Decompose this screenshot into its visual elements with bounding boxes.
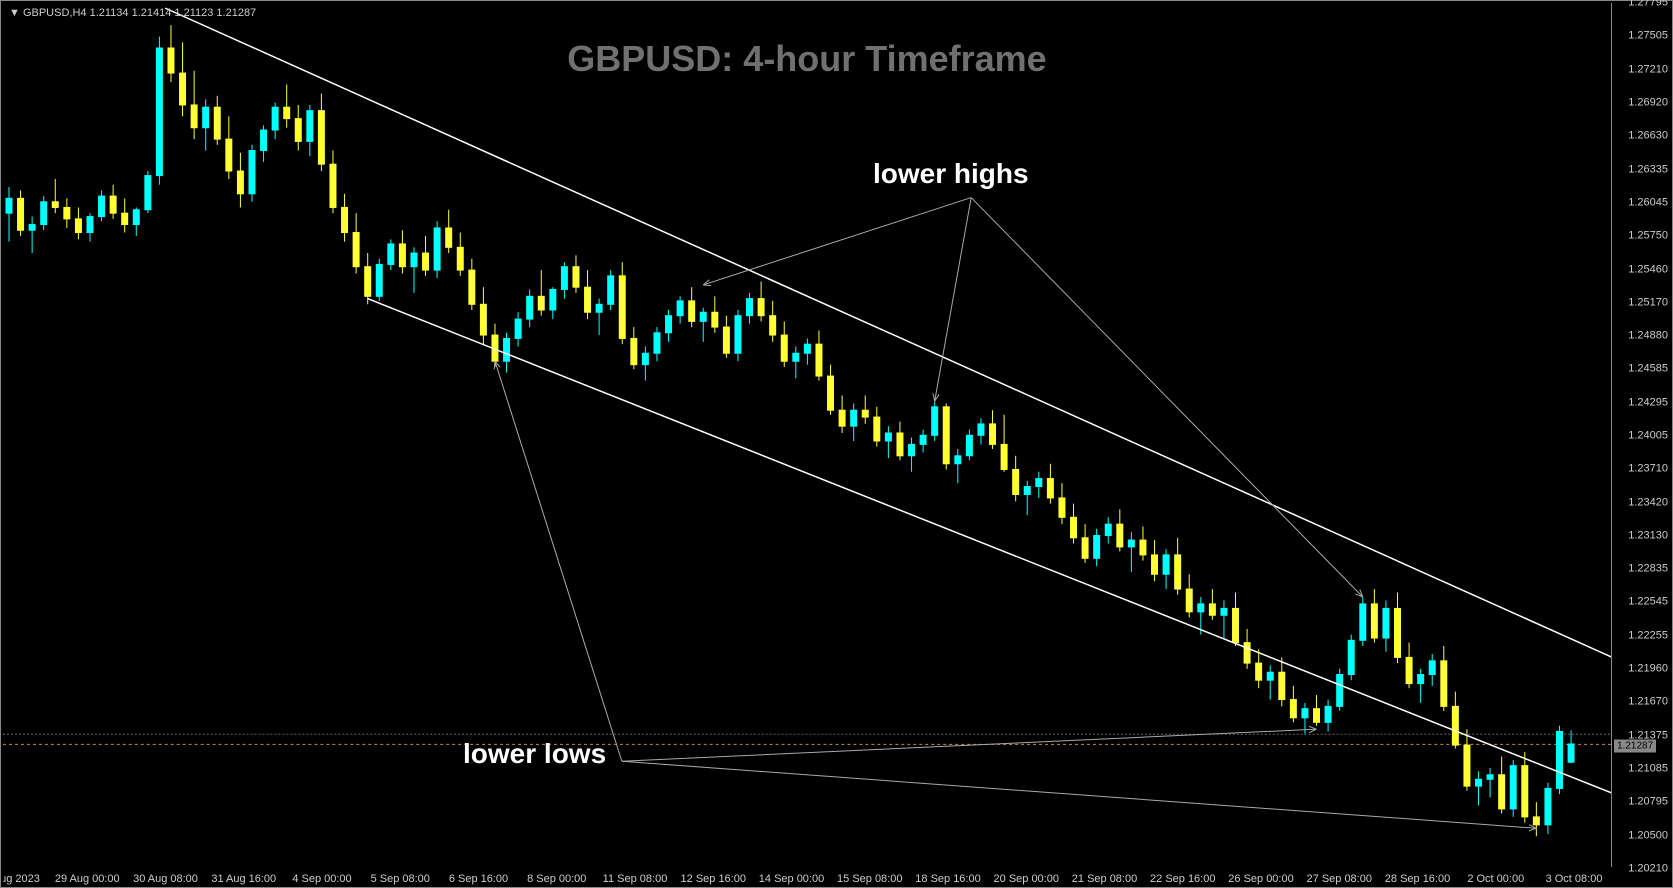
- y-tick-label: 1.23420: [1628, 497, 1668, 508]
- x-tick-label: 2 Oct 00:00: [1467, 874, 1524, 885]
- x-tick-label: 3 Oct 08:00: [1546, 874, 1603, 885]
- y-tick-label: 1.25460: [1628, 264, 1668, 275]
- current-price-tag: 1.21287: [1614, 740, 1656, 753]
- x-tick-label: 29 Aug 00:00: [55, 874, 120, 885]
- chart-indicator-icon: ▼: [9, 7, 20, 19]
- y-tick-label: 1.27505: [1628, 31, 1668, 42]
- x-tick-label: 26 Sep 00:00: [1228, 874, 1293, 885]
- x-tick-label: 20 Sep 00:00: [994, 874, 1059, 885]
- y-tick-label: 1.25750: [1628, 231, 1668, 242]
- y-tick-label: 1.24585: [1628, 364, 1668, 375]
- y-tick-label: 1.26920: [1628, 97, 1668, 108]
- chart-watermark: GBPUSD: 4-hour Timeframe: [567, 38, 1046, 80]
- x-tick-label: 14 Sep 00:00: [759, 874, 824, 885]
- x-tick-label: 31 Aug 16:00: [211, 874, 276, 885]
- y-axis: 1.27795 1.27505 1.27210 1.26920 1.26630 1.263…: [1612, 3, 1672, 867]
- y-tick-label: 1.23710: [1628, 464, 1668, 475]
- y-tick-label: 1.27210: [1628, 64, 1668, 75]
- y-tick-label: 1.21960: [1628, 664, 1668, 675]
- x-tick-label: 27 Sep 08:00: [1307, 874, 1372, 885]
- x-tick-label: 11 Sep 08:00: [603, 874, 668, 885]
- x-tick-label: 5 Sep 08:00: [371, 874, 430, 885]
- y-tick-label: 1.26335: [1628, 164, 1668, 175]
- y-tick-label: 1.22835: [1628, 564, 1668, 575]
- y-tick-label: 1.21670: [1628, 697, 1668, 708]
- x-tick-label: 18 Sep 16:00: [915, 874, 980, 885]
- y-tick-label: 1.22255: [1628, 630, 1668, 641]
- y-tick-label: 1.23130: [1628, 530, 1668, 541]
- annotation-lower-highs-label: lower highs: [873, 158, 1029, 190]
- symbol-tf: GBPUSD,H4: [23, 7, 87, 19]
- y-tick-label: 1.24295: [1628, 397, 1668, 408]
- y-tick-label: 1.20210: [1628, 864, 1668, 875]
- x-tick-label: 4 Sep 00:00: [292, 874, 351, 885]
- chart-svg-layer: [3, 3, 1611, 867]
- x-axis: 25 Aug 2023 29 Aug 00:00 30 Aug 08:00 31 Au…: [3, 869, 1612, 887]
- y-tick-label: 1.22545: [1628, 597, 1668, 608]
- x-tick-label: 30 Aug 08:00: [133, 874, 198, 885]
- y-tick-label: 1.25170: [1628, 297, 1668, 308]
- instrument-info: ▼ GBPUSD,H4 1.21134 1.21414 1.21123 1.21…: [9, 7, 256, 19]
- y-tick-label: 1.24005: [1628, 430, 1668, 441]
- y-tick-label: 1.26630: [1628, 131, 1668, 142]
- ohlc-values: 1.21134 1.21414 1.21123 1.21287: [90, 7, 257, 19]
- chart-container: ▼ GBPUSD,H4 1.21134 1.21414 1.21123 1.21…: [0, 0, 1673, 888]
- annotation-lower-lows-label: lower lows: [463, 738, 606, 770]
- y-tick-label: 1.26045: [1628, 197, 1668, 208]
- y-tick-label: 1.24880: [1628, 330, 1668, 341]
- chart-plot-area[interactable]: ▼ GBPUSD,H4 1.21134 1.21414 1.21123 1.21…: [3, 3, 1612, 867]
- x-tick-label: 28 Sep 16:00: [1385, 874, 1450, 885]
- x-tick-label: 21 Sep 08:00: [1072, 874, 1137, 885]
- x-tick-label: 6 Sep 16:00: [449, 874, 508, 885]
- y-tick-label: 1.20795: [1628, 797, 1668, 808]
- x-tick-label: 8 Sep 00:00: [527, 874, 586, 885]
- x-tick-label: 22 Sep 16:00: [1150, 874, 1215, 885]
- x-tick-label: 12 Sep 16:00: [681, 874, 746, 885]
- y-tick-label: 1.20500: [1628, 830, 1668, 841]
- y-tick-label: 1.27795: [1628, 0, 1668, 9]
- x-tick-label: 15 Sep 08:00: [837, 874, 902, 885]
- y-tick-label: 1.21085: [1628, 764, 1668, 775]
- x-tick-label: 25 Aug 2023: [3, 874, 40, 885]
